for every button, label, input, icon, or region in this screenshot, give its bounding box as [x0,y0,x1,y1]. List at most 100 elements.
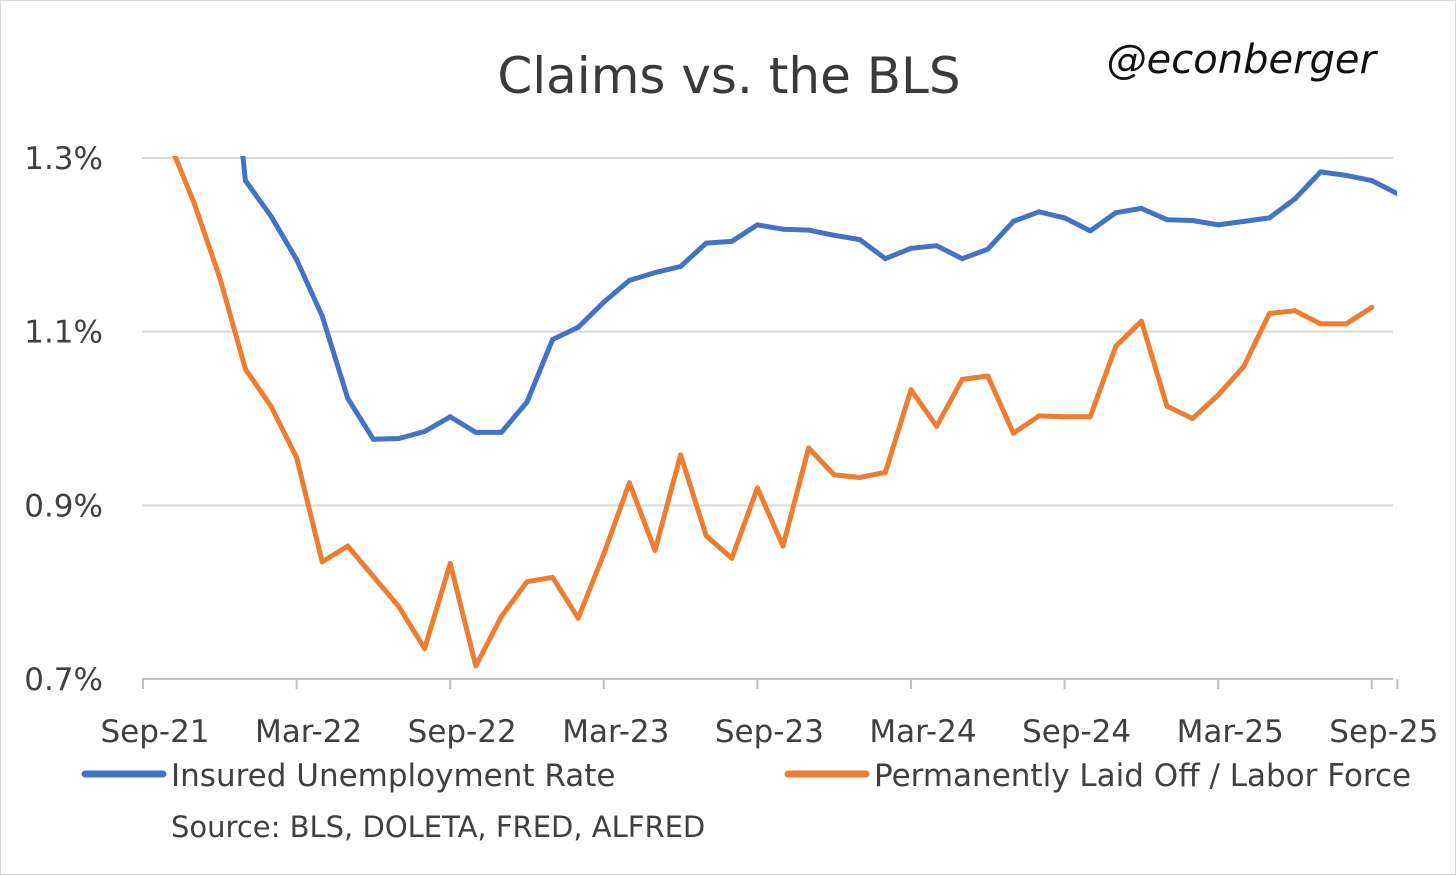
data-point [1292,196,1298,202]
data-point [396,436,402,441]
series-insured-unemployment-rate [240,156,1397,442]
data-point [806,227,812,233]
data-point [908,387,914,393]
data-point [319,559,325,565]
data-point [1190,416,1196,421]
data-point [1010,430,1016,436]
data-point [575,324,581,330]
x-tick-label: Mar-24 [869,714,976,750]
data-point [1215,222,1221,228]
y-tick-label: 0.9% [24,488,103,524]
data-point [422,429,428,434]
y-tick-label: 0.7% [24,662,103,698]
data-point [703,240,709,246]
data-point [678,264,684,269]
data-point [1010,218,1016,224]
series-line [172,156,1375,669]
chart-title: Claims vs. the BLS [497,47,960,105]
data-point [780,543,786,549]
legend: Insured Unemployment Rate Permanently Lai… [81,758,1411,794]
x-axis: Sep-21 Mar-22 Sep-22 Mar-23 Sep-23 Mar-24 Sep-… [100,678,1438,750]
data-point [985,373,991,379]
x-tick-label: Sep-25 [1329,714,1438,750]
data-point [242,366,248,372]
data-point [857,475,863,480]
data-point [626,277,632,283]
data-point [1266,215,1272,221]
data-point [678,452,684,458]
data-point [1241,218,1247,224]
data-point [754,222,760,228]
data-point [345,543,351,549]
data-point [882,469,888,475]
data-point [1190,218,1196,223]
data-point [319,313,325,319]
data-point [1062,414,1068,420]
data-point [1138,318,1144,324]
x-tick-label: Mar-25 [1177,714,1284,750]
data-point [626,480,632,486]
data-point [1036,413,1042,419]
data-point [268,403,274,409]
data-point [908,245,914,251]
data-point [1318,169,1324,175]
data-point [831,472,837,478]
data-point [754,485,760,491]
data-point [601,551,607,557]
data-point [524,579,530,585]
data-point [729,238,735,244]
data-point [191,200,197,206]
data-point [447,561,453,566]
data-point [1318,321,1324,327]
data-point [1343,172,1349,178]
author-handle: @econberger [1107,37,1379,83]
data-point [1062,215,1068,221]
x-tick-label: Mar-22 [255,714,362,750]
x-tick-label: Sep-21 [100,714,209,750]
data-point [729,555,735,561]
data-point [1369,304,1375,310]
data-point [959,256,965,262]
data-point [1113,210,1119,216]
data-point [1369,178,1375,184]
data-point [652,548,658,553]
data-point [473,663,479,669]
data-point [934,243,940,249]
data-point [550,574,556,580]
series-permanently-laid-off [166,138,1375,669]
data-point [985,246,991,252]
data-point [703,533,709,539]
data-point [934,423,940,429]
legend-item: Permanently Laid Off / Labor Force [784,758,1411,794]
data-point [806,445,812,451]
data-point [345,396,351,401]
data-point [1164,217,1170,223]
data-point [1394,191,1397,197]
data-point [166,138,171,143]
data-point [601,299,607,305]
x-tick-label: Sep-22 [408,714,517,750]
data-point [524,399,530,405]
data-point [780,226,786,232]
legend-label: Insured Unemployment Rate [171,758,615,794]
data-point [447,414,453,420]
data-point [550,337,556,342]
data-point [1266,310,1272,316]
data-point [242,178,248,184]
data-point [498,614,504,619]
legend-item: Insured Unemployment Rate [81,758,615,794]
data-point [396,604,402,610]
data-point [370,436,376,442]
data-point [1241,363,1247,369]
series-lines [166,138,1397,669]
data-point [959,376,965,382]
data-point [370,574,376,579]
data-point [422,646,428,652]
data-point [1113,343,1119,349]
data-point [294,257,300,263]
x-tick-label: Mar-23 [562,714,669,750]
data-point [831,232,837,238]
data-point [1343,321,1349,327]
